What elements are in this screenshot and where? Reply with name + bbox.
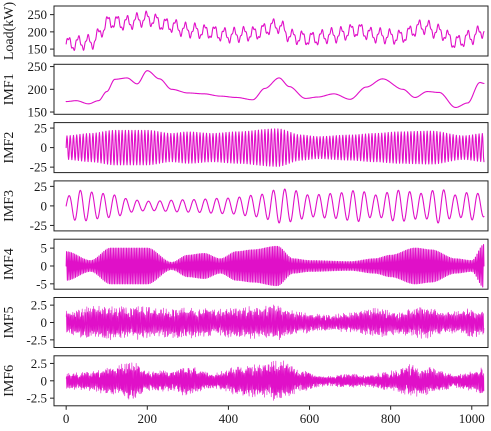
x-tick-label: 400 (219, 411, 239, 426)
x-tick-label: 0 (63, 411, 70, 426)
y-tick-label: 0 (41, 140, 48, 155)
y-tick-label: 250 (28, 7, 48, 22)
y-tick-label: -25 (30, 218, 47, 233)
y-tick-label: -2.5 (26, 391, 47, 406)
y-tick-label: 0 (41, 198, 48, 213)
panel-imf1: 150 200 250 IMF1 (2, 59, 489, 120)
series-line-imf5 (65, 304, 485, 341)
panel-imf2: 25 0 -25 IMF2 (2, 121, 489, 175)
y-tick-label: 25 (34, 121, 47, 136)
y-tick-label: 2.5 (31, 298, 47, 313)
series-line-load (65, 10, 485, 51)
series-line-imf6 (65, 360, 485, 401)
y-tick-label: 0 (41, 258, 48, 273)
panel-imf3: 25 0 -25 IMF3 (2, 179, 489, 233)
x-tick-label: 600 (300, 411, 320, 426)
y-axis-label: IMF4 (2, 248, 17, 280)
y-tick-label: 150 (28, 42, 48, 57)
y-tick-label: -25 (30, 160, 47, 175)
x-axis: 0 200 400 600 800 1000 (63, 405, 485, 426)
y-tick-label: -2.5 (26, 332, 47, 347)
y-tick-label: 200 (28, 24, 48, 39)
series-line-imf3 (65, 188, 485, 224)
y-axis-label: IMF3 (2, 190, 17, 222)
series-line-imf1 (65, 70, 485, 109)
y-tick-label: 5 (41, 241, 48, 256)
panel-frame (53, 63, 489, 115)
series-line-imf2 (65, 128, 485, 167)
y-axis-label: IMF1 (2, 73, 17, 105)
y-axis-label: IMF6 (2, 365, 17, 397)
y-axis-label: Load(kW) (2, 2, 17, 61)
y-tick-label: 0 (41, 315, 48, 330)
y-tick-label: 2.5 (31, 356, 47, 371)
panel-frame (53, 180, 489, 232)
y-tick-label: -5 (36, 276, 47, 291)
panel-load: 150 200 250 Load(kW) (2, 2, 489, 61)
y-tick-label: 150 (28, 105, 48, 120)
y-tick-label: 25 (34, 179, 47, 194)
y-axis-label: IMF2 (2, 132, 17, 164)
y-axis-label: IMF5 (2, 307, 17, 339)
series-line-imf4 (65, 244, 485, 288)
x-tick-label: 200 (138, 411, 158, 426)
y-tick-label: 0 (41, 373, 48, 388)
panel-imf6: 2.5 0 -2.5 IMF6 (2, 355, 489, 407)
panel-imf5: 2.5 0 -2.5 IMF5 (2, 297, 489, 348)
y-tick-label: 250 (28, 59, 48, 74)
y-tick-label: 200 (28, 82, 48, 97)
panel-imf4: 5 0 -5 IMF4 (2, 238, 489, 291)
x-tick-label: 800 (381, 411, 401, 426)
x-tick-label: 1000 (459, 411, 485, 426)
